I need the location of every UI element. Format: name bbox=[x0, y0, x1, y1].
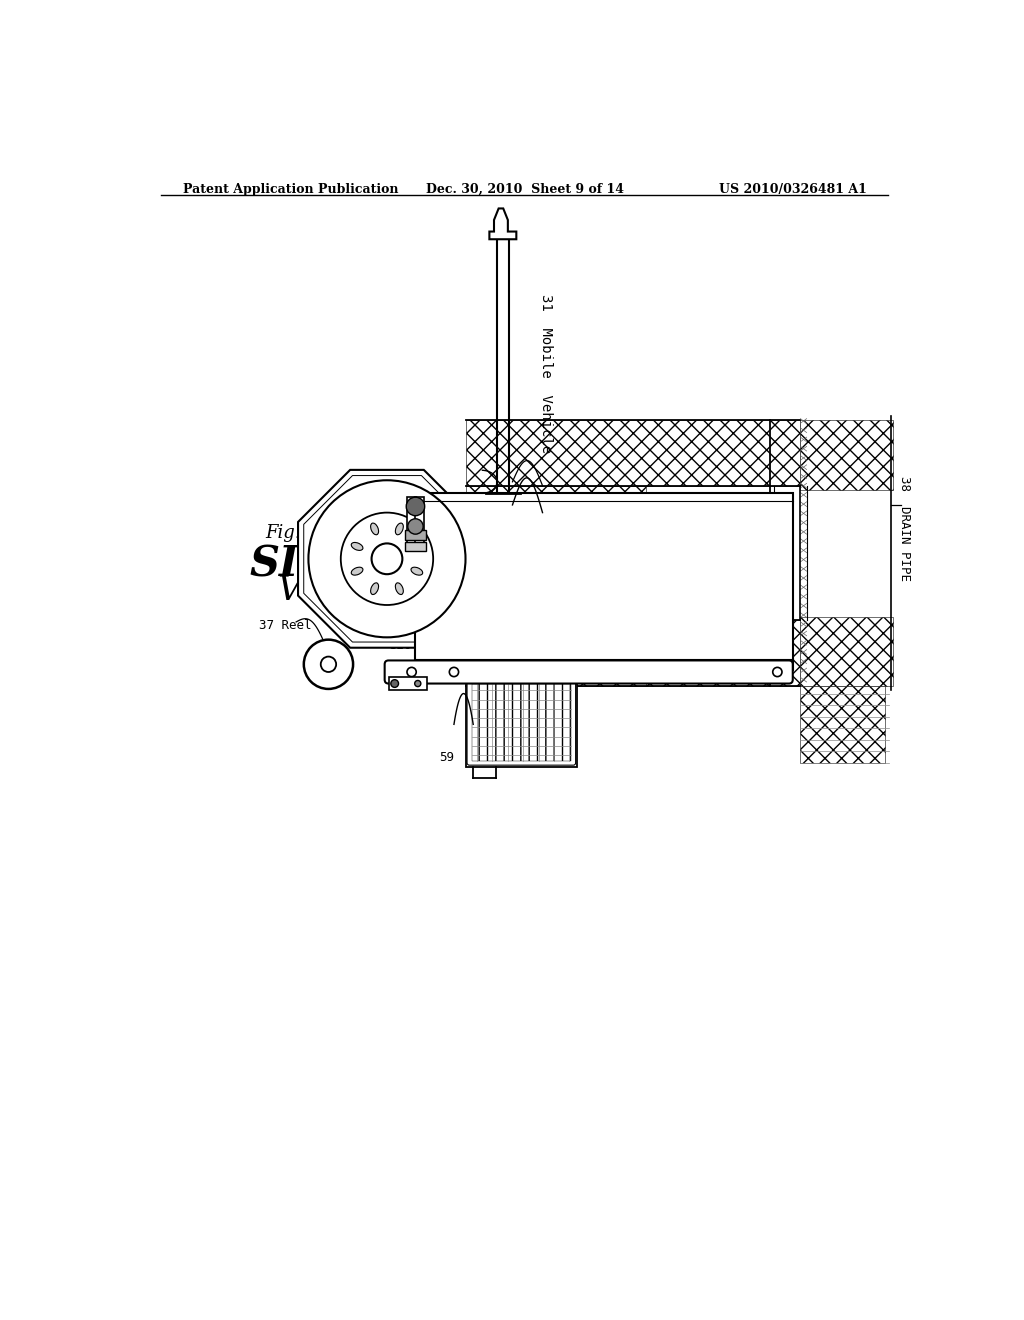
Text: Dec. 30, 2010  Sheet 9 of 14: Dec. 30, 2010 Sheet 9 of 14 bbox=[426, 183, 624, 197]
Circle shape bbox=[408, 519, 423, 535]
Bar bbox=[466, 498, 646, 667]
Bar bbox=[404, 531, 426, 540]
Ellipse shape bbox=[351, 568, 362, 576]
Circle shape bbox=[450, 668, 459, 677]
Text: 325: 325 bbox=[765, 561, 787, 574]
Text: 321: 321 bbox=[416, 648, 438, 661]
Ellipse shape bbox=[371, 583, 379, 594]
Text: 323: 323 bbox=[543, 643, 565, 656]
Ellipse shape bbox=[745, 537, 763, 579]
Polygon shape bbox=[489, 209, 516, 239]
Ellipse shape bbox=[680, 540, 689, 562]
Circle shape bbox=[773, 668, 782, 677]
Text: 326: 326 bbox=[735, 537, 758, 550]
Text: View: View bbox=[276, 576, 359, 607]
Bar bbox=[415, 498, 424, 548]
Text: 302: 302 bbox=[473, 541, 496, 554]
Text: 301: 301 bbox=[469, 524, 492, 537]
Circle shape bbox=[304, 640, 353, 689]
FancyBboxPatch shape bbox=[385, 660, 793, 684]
Ellipse shape bbox=[411, 568, 423, 576]
Bar bbox=[388, 677, 427, 690]
Bar bbox=[801, 420, 893, 490]
Ellipse shape bbox=[395, 523, 403, 535]
Circle shape bbox=[415, 681, 421, 686]
Text: 38  DRAIN PIPE: 38 DRAIN PIPE bbox=[898, 475, 911, 581]
Text: 31  Mobile  Vehicle: 31 Mobile Vehicle bbox=[540, 294, 553, 454]
Polygon shape bbox=[304, 475, 470, 642]
Bar bbox=[472, 684, 571, 760]
Circle shape bbox=[407, 498, 425, 516]
Bar bbox=[801, 686, 885, 763]
Bar bbox=[466, 486, 646, 686]
Text: Fig. 8: Fig. 8 bbox=[265, 524, 318, 543]
Text: SIDE: SIDE bbox=[250, 544, 368, 585]
Text: 300: 300 bbox=[420, 585, 470, 612]
Text: 327: 327 bbox=[656, 504, 679, 517]
Bar bbox=[466, 420, 801, 486]
Bar bbox=[407, 498, 416, 548]
Text: 322: 322 bbox=[437, 656, 460, 668]
Circle shape bbox=[407, 668, 416, 677]
FancyBboxPatch shape bbox=[467, 680, 575, 766]
Text: 320: 320 bbox=[389, 639, 412, 652]
Bar bbox=[801, 616, 893, 686]
Text: 303: 303 bbox=[473, 556, 496, 569]
Bar bbox=[404, 543, 426, 552]
Text: US 2010/0326481 A1: US 2010/0326481 A1 bbox=[719, 183, 866, 197]
Circle shape bbox=[308, 480, 466, 638]
Text: Patent Application Publication: Patent Application Publication bbox=[183, 183, 398, 197]
Text: 37 Reel: 37 Reel bbox=[259, 619, 311, 631]
Circle shape bbox=[321, 656, 336, 672]
Circle shape bbox=[341, 512, 433, 605]
Ellipse shape bbox=[351, 543, 362, 550]
Bar bbox=[466, 678, 578, 767]
Circle shape bbox=[391, 680, 398, 688]
Bar bbox=[416, 494, 793, 671]
Circle shape bbox=[372, 544, 402, 574]
Ellipse shape bbox=[395, 583, 403, 594]
Text: 310: 310 bbox=[616, 631, 638, 644]
Polygon shape bbox=[298, 470, 476, 648]
Ellipse shape bbox=[371, 523, 379, 535]
Text: 304: 304 bbox=[420, 603, 442, 616]
Bar bbox=[466, 620, 801, 686]
Ellipse shape bbox=[411, 543, 423, 550]
Text: 59: 59 bbox=[439, 751, 454, 764]
Text: 45 DEBRIS: 45 DEBRIS bbox=[617, 623, 685, 636]
